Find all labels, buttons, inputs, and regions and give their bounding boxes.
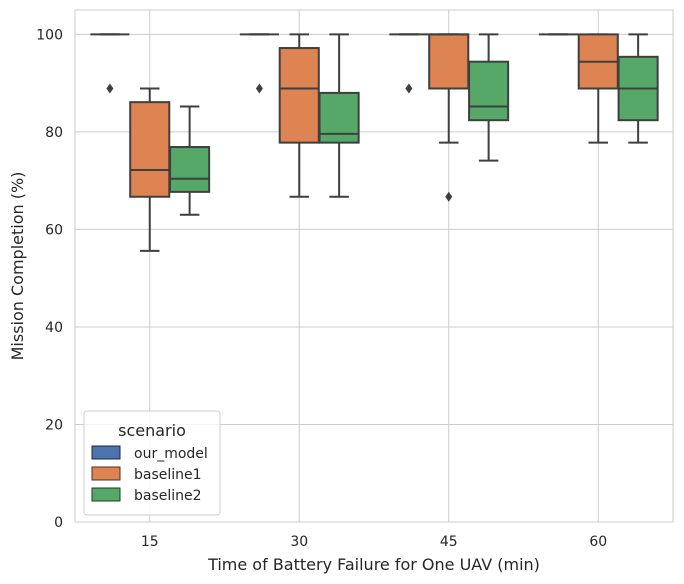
legend-swatch-baseline1: [91, 466, 121, 481]
box-series: [90, 33, 659, 252]
legend-label-baseline1: baseline1: [134, 467, 202, 483]
legend: scenario our_model baseline1 baseline2: [83, 410, 221, 516]
box-baseline2-45: [468, 33, 510, 162]
plot-area-frame: [74, 9, 674, 523]
legend-title: scenario: [118, 421, 186, 440]
box-baseline2-30: [318, 33, 360, 198]
box-our_model-45: [389, 33, 429, 94]
x-tick-label: 30: [290, 534, 308, 550]
y-tick-label: 100: [36, 27, 63, 43]
iqr-box: [318, 91, 360, 144]
outlier-point: [255, 83, 263, 94]
outlier-point: [405, 83, 413, 94]
series-baseline2: [169, 33, 659, 216]
x-axis-ticks: 15 30 45 60: [141, 534, 607, 550]
box-baseline1-30: [278, 33, 320, 198]
y-tick-label: 40: [45, 320, 63, 336]
x-tick-label: 15: [141, 534, 159, 550]
box-our_model-15: [90, 33, 130, 94]
outlier-point: [445, 191, 453, 202]
box-baseline2-15: [169, 105, 211, 216]
legend-swatch-baseline2: [91, 487, 121, 502]
x-tick-label: 45: [440, 534, 458, 550]
legend-label-baseline2: baseline2: [134, 488, 202, 504]
iqr-box: [278, 47, 320, 144]
iqr-box: [428, 33, 470, 90]
legend-label-our_model: our_model: [134, 446, 208, 462]
y-tick-label: 60: [45, 222, 63, 238]
y-axis-title: Mission Completion (%): [8, 172, 27, 361]
box-baseline1-15: [129, 87, 171, 252]
x-axis-title: Time of Battery Failure for One UAV (min…: [207, 555, 540, 574]
y-tick-label: 80: [45, 125, 63, 141]
legend-items: our_model baseline1 baseline2: [91, 445, 208, 504]
box-our_model-30: [239, 33, 279, 94]
y-tick-label: 0: [54, 515, 63, 531]
x-tick-label: 60: [589, 534, 607, 550]
iqr-box: [169, 146, 211, 193]
series-our_model: [90, 33, 578, 94]
outlier-point: [106, 83, 114, 94]
box-baseline2-60: [617, 33, 659, 144]
box-baseline1-60: [577, 33, 619, 144]
iqr-box: [468, 60, 510, 122]
iqr-box: [129, 101, 171, 198]
series-baseline1: [129, 33, 619, 252]
y-axis-ticks: 0 20 40 60 80 100: [36, 27, 63, 531]
y-tick-label: 20: [45, 417, 63, 433]
legend-swatch-our_model: [91, 445, 121, 460]
